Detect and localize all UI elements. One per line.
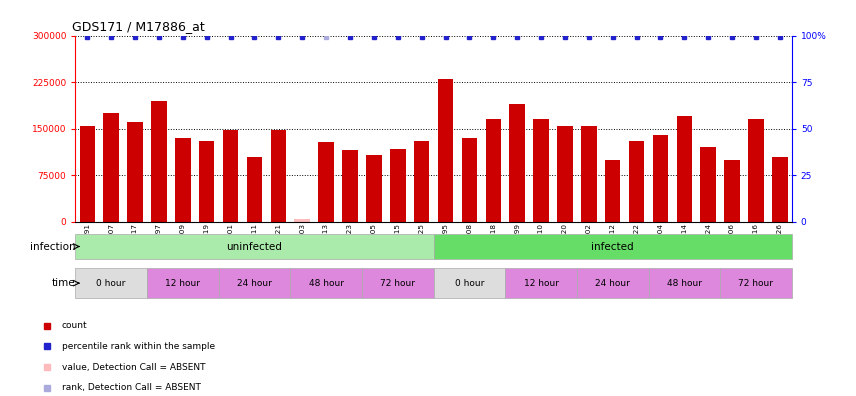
- Bar: [629, 141, 645, 222]
- Bar: [147, 268, 218, 298]
- Bar: [461, 138, 477, 222]
- Bar: [218, 268, 290, 298]
- Text: 48 hour: 48 hour: [667, 279, 702, 287]
- Text: percentile rank within the sample: percentile rank within the sample: [62, 342, 215, 351]
- Bar: [748, 119, 764, 222]
- Bar: [505, 268, 577, 298]
- Bar: [533, 119, 549, 222]
- Text: 24 hour: 24 hour: [595, 279, 630, 287]
- Bar: [649, 268, 720, 298]
- Bar: [342, 150, 358, 222]
- Bar: [80, 126, 95, 222]
- Bar: [199, 141, 215, 222]
- Text: 72 hour: 72 hour: [380, 279, 415, 287]
- Bar: [509, 104, 525, 222]
- Bar: [485, 119, 501, 222]
- Bar: [223, 130, 238, 222]
- Text: time: time: [51, 278, 75, 288]
- Bar: [581, 126, 597, 222]
- Bar: [75, 234, 433, 259]
- Bar: [652, 135, 669, 222]
- Text: 48 hour: 48 hour: [309, 279, 343, 287]
- Bar: [437, 79, 454, 222]
- Bar: [390, 148, 406, 222]
- Text: infection: infection: [30, 242, 75, 251]
- Bar: [128, 122, 143, 222]
- Text: 12 hour: 12 hour: [524, 279, 558, 287]
- Bar: [247, 156, 262, 222]
- Bar: [294, 219, 310, 222]
- Bar: [772, 156, 788, 222]
- Text: count: count: [62, 321, 87, 330]
- Text: infected: infected: [591, 242, 634, 251]
- Bar: [605, 160, 621, 222]
- Bar: [318, 142, 334, 222]
- Bar: [152, 101, 167, 222]
- Bar: [724, 160, 740, 222]
- Text: 0 hour: 0 hour: [97, 279, 126, 287]
- Bar: [362, 268, 434, 298]
- Bar: [175, 138, 191, 222]
- Bar: [270, 130, 286, 222]
- Bar: [413, 141, 430, 222]
- Text: 72 hour: 72 hour: [739, 279, 774, 287]
- Text: 24 hour: 24 hour: [237, 279, 272, 287]
- Bar: [75, 268, 147, 298]
- Text: uninfected: uninfected: [227, 242, 282, 251]
- Bar: [676, 116, 693, 222]
- Bar: [577, 268, 649, 298]
- Bar: [434, 268, 505, 298]
- Bar: [434, 234, 792, 259]
- Text: rank, Detection Call = ABSENT: rank, Detection Call = ABSENT: [62, 383, 201, 392]
- Text: value, Detection Call = ABSENT: value, Detection Call = ABSENT: [62, 363, 205, 371]
- Bar: [700, 147, 716, 222]
- Text: 12 hour: 12 hour: [165, 279, 200, 287]
- Bar: [557, 126, 573, 222]
- Text: GDS171 / M17886_at: GDS171 / M17886_at: [72, 20, 205, 33]
- Bar: [720, 268, 792, 298]
- Bar: [366, 155, 382, 222]
- Text: 0 hour: 0 hour: [455, 279, 484, 287]
- Bar: [104, 113, 119, 222]
- Bar: [290, 268, 362, 298]
